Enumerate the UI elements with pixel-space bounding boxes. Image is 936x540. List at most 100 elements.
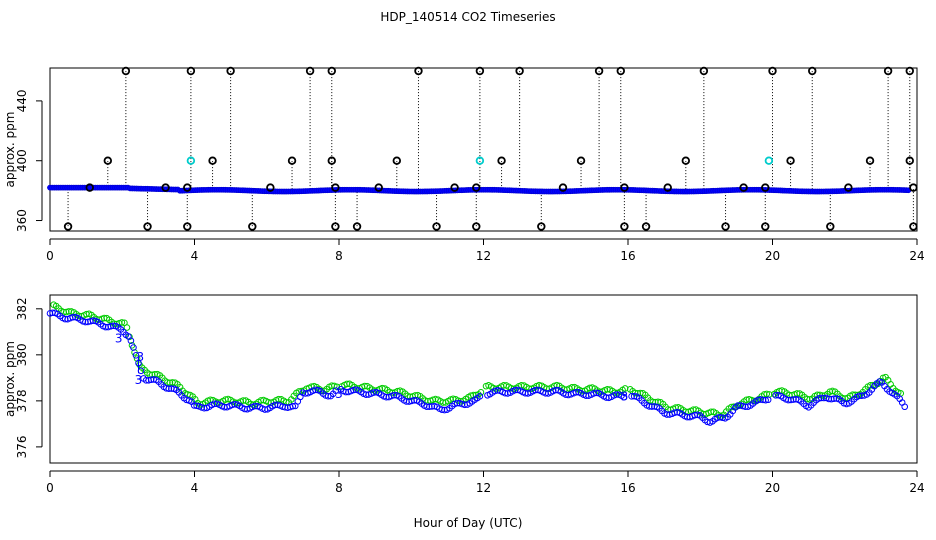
y-tick-label: 400	[15, 149, 29, 172]
blue-series-point	[46, 310, 54, 317]
y-axis-title: approx. ppm	[3, 112, 17, 188]
plot-frame	[49, 67, 918, 232]
series-annotation: 3	[136, 350, 144, 364]
mid-point	[161, 183, 170, 192]
spike-400-cyan-point	[475, 156, 485, 165]
spike-400-point	[905, 156, 914, 165]
series-annotation: 3	[135, 373, 143, 387]
blue-series-point	[403, 398, 410, 405]
blue-series-point	[825, 395, 833, 403]
blue-series-point	[759, 396, 767, 404]
spike-low-point	[537, 222, 546, 231]
mid-point	[558, 183, 568, 192]
blue-series-point	[734, 402, 742, 409]
spike-low-point	[721, 222, 730, 231]
x-tick-label: 0	[46, 481, 54, 495]
blue-series-point	[491, 387, 499, 395]
blue-series-point	[830, 395, 838, 403]
spike-low-point	[183, 222, 192, 231]
x-tick-label: 12	[476, 481, 491, 495]
spike-high-point	[594, 66, 604, 76]
x-tick-label: 0	[46, 249, 54, 263]
mid-point	[374, 183, 383, 192]
blue-series-point	[350, 386, 357, 394]
green-series-point	[743, 396, 750, 404]
spike-low-point	[143, 222, 152, 231]
series-annotation: 3	[115, 332, 123, 346]
spike-400-point	[497, 156, 506, 165]
blue-series-point	[165, 385, 173, 393]
blue-series-point	[562, 391, 570, 398]
blue-series-point	[646, 403, 653, 410]
spike-low-point	[248, 222, 257, 231]
spike-high-point	[883, 66, 893, 76]
green-series-point	[652, 398, 659, 406]
blue-series-point	[147, 376, 155, 384]
spike-high-point	[515, 66, 524, 76]
blue-series-point	[163, 384, 170, 392]
blue-series-point	[754, 396, 762, 404]
mid-point	[909, 183, 918, 192]
x-tick-label: 24	[909, 481, 924, 495]
x-tick-label: 24	[909, 249, 924, 263]
blue-series-point	[790, 396, 797, 403]
blue-series-point	[817, 394, 825, 402]
spike-400-point	[103, 156, 112, 165]
blue-series-point	[476, 393, 484, 400]
spike-400-point	[392, 156, 401, 165]
green-series-point	[728, 403, 735, 411]
blue-series-point	[228, 401, 236, 409]
spike-high-point	[905, 66, 914, 76]
mid-point	[739, 183, 748, 192]
spike-400-cyan-point	[186, 156, 196, 165]
x-tick-label: 4	[191, 249, 199, 263]
y-tick-label: 380	[15, 343, 29, 366]
spike-400-point	[786, 156, 795, 165]
spike-400-point	[208, 156, 217, 165]
green-series-point	[93, 315, 100, 323]
blue-series-point	[855, 392, 863, 400]
spike-400-point	[327, 156, 336, 165]
spike-high-point	[121, 66, 131, 76]
y-tick-label: 440	[15, 89, 29, 112]
spike-high-point	[616, 66, 625, 76]
spike-low-point	[826, 222, 835, 231]
spike-400-point	[287, 156, 297, 165]
series-annotation: 3	[335, 387, 343, 401]
spike-400-point	[865, 156, 875, 165]
spike-high-point	[186, 66, 196, 76]
spike-400-cyan-point	[764, 156, 774, 165]
x-tick-label: 20	[765, 481, 780, 495]
y-tick-label: 376	[15, 435, 29, 458]
blue-series-point	[370, 389, 377, 396]
spike-low-point	[472, 222, 481, 231]
x-tick-label: 20	[765, 249, 780, 263]
blue-series-point	[107, 323, 114, 330]
y-tick-label: 382	[15, 297, 29, 320]
blue-series-point	[281, 404, 289, 411]
x-tick-label: 16	[620, 249, 635, 263]
spike-low-point	[909, 222, 918, 231]
spike-low-point	[641, 222, 651, 231]
mid-point	[761, 183, 770, 192]
spike-low-point	[432, 222, 441, 231]
blue-series-point	[762, 396, 769, 404]
spike-high-point	[768, 66, 777, 76]
green-series-point	[867, 382, 874, 389]
spike-low-point	[331, 222, 340, 231]
mid-point	[331, 183, 340, 192]
mid-point	[450, 183, 459, 192]
spike-high-point	[414, 66, 423, 76]
y-axis-title: approx. ppm	[3, 341, 17, 417]
mid-point	[472, 183, 481, 192]
green-series-point	[763, 390, 771, 398]
mid-point	[266, 183, 275, 192]
blue-series-point	[426, 403, 433, 410]
x-tick-label: 16	[620, 481, 635, 495]
green-series-point	[118, 319, 126, 326]
spike-high-point	[808, 66, 817, 76]
blue-series-point	[648, 403, 656, 410]
